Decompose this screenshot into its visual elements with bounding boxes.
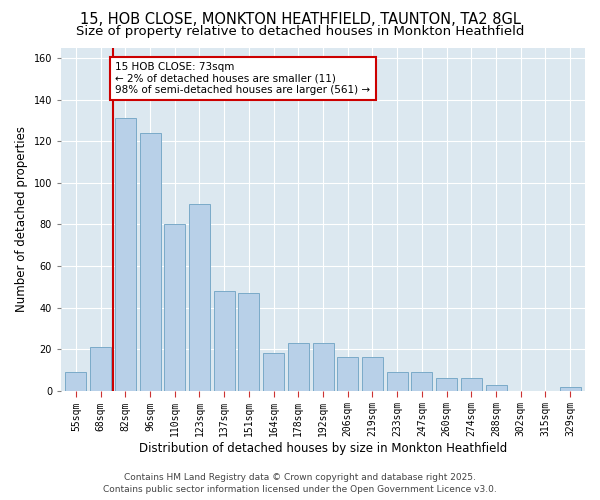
Bar	[386, 372, 407, 391]
Bar	[164, 224, 185, 391]
Bar	[140, 133, 161, 391]
Text: Size of property relative to detached houses in Monkton Heathfield: Size of property relative to detached ho…	[76, 25, 524, 38]
Bar	[214, 291, 235, 391]
Text: 15 HOB CLOSE: 73sqm
← 2% of detached houses are smaller (11)
98% of semi-detache: 15 HOB CLOSE: 73sqm ← 2% of detached hou…	[115, 62, 371, 96]
Bar	[189, 204, 210, 391]
Bar	[461, 378, 482, 391]
Bar	[436, 378, 457, 391]
Text: 15, HOB CLOSE, MONKTON HEATHFIELD, TAUNTON, TA2 8GL: 15, HOB CLOSE, MONKTON HEATHFIELD, TAUNT…	[80, 12, 520, 28]
Bar	[362, 358, 383, 391]
Bar	[313, 343, 334, 391]
Text: Contains HM Land Registry data © Crown copyright and database right 2025.
Contai: Contains HM Land Registry data © Crown c…	[103, 473, 497, 494]
Bar	[115, 118, 136, 391]
Bar	[65, 372, 86, 391]
Bar	[560, 386, 581, 391]
Bar	[288, 343, 309, 391]
Bar	[412, 372, 433, 391]
Bar	[263, 354, 284, 391]
Bar	[238, 293, 259, 391]
Y-axis label: Number of detached properties: Number of detached properties	[15, 126, 28, 312]
X-axis label: Distribution of detached houses by size in Monkton Heathfield: Distribution of detached houses by size …	[139, 442, 507, 455]
Bar	[90, 347, 111, 391]
Bar	[485, 384, 506, 391]
Bar	[337, 358, 358, 391]
